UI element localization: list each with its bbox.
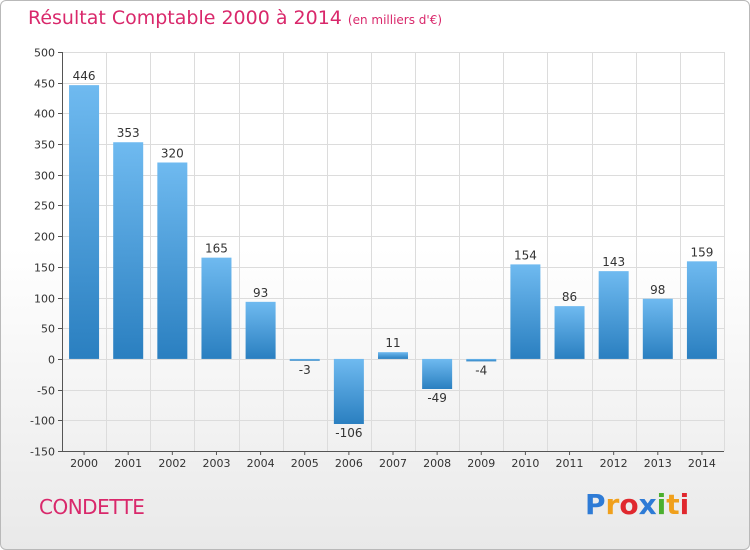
data-label: 320: [161, 146, 184, 160]
x-tick-label: 2000: [70, 457, 98, 470]
bar: [642, 298, 673, 359]
bar: [69, 85, 100, 359]
x-tick-label: 2008: [423, 457, 451, 470]
data-label: -106: [335, 426, 362, 440]
x-tick-label: 2009: [467, 457, 495, 470]
data-label: -4: [475, 363, 487, 377]
x-tick-label: 2004: [247, 457, 275, 470]
x-tick-label: 2003: [202, 457, 230, 470]
data-label: 353: [117, 126, 140, 140]
y-tick-label: 450: [34, 78, 55, 91]
data-label: 165: [205, 242, 228, 256]
y-tick-label: 350: [34, 139, 55, 152]
bar: [422, 358, 453, 390]
bar: [378, 352, 408, 359]
bars: [69, 85, 717, 424]
data-label: 154: [514, 248, 537, 262]
bar: [554, 306, 585, 359]
logo-letter: P: [585, 488, 606, 521]
y-tick-label: 50: [41, 323, 55, 336]
data-label: 93: [253, 286, 268, 300]
bar: [113, 142, 144, 359]
logo-letter: o: [619, 488, 639, 521]
data-label: 86: [562, 290, 577, 304]
bar: [245, 301, 276, 359]
bar: [289, 358, 320, 361]
chart-title-text: Résultat Comptable 2000 à 2014: [28, 7, 342, 29]
x-tick-label: 2010: [511, 457, 539, 470]
data-label: -3: [299, 363, 311, 377]
chart-title: Résultat Comptable 2000 à 2014 (en millie…: [28, 7, 442, 29]
data-label: 98: [650, 283, 665, 297]
logo-letter: i: [656, 488, 667, 521]
x-tick-label: 2012: [600, 457, 628, 470]
bar: [466, 358, 497, 362]
y-tick-label: 500: [34, 47, 55, 60]
bar: [201, 257, 232, 359]
x-tick-label: 2013: [644, 457, 672, 470]
y-tick-label: 300: [34, 170, 55, 183]
y-tick-label: 100: [34, 293, 55, 306]
logo-letter: x: [638, 488, 657, 521]
logo-letter: t: [666, 488, 680, 521]
bar: [510, 264, 541, 359]
bar: [686, 261, 717, 359]
data-label: 11: [385, 336, 400, 350]
city-name: CONDETTE: [39, 495, 145, 519]
data-label: 159: [690, 245, 713, 259]
data-label: 446: [73, 69, 96, 83]
bar: [598, 271, 629, 359]
x-tick-label: 2001: [114, 457, 142, 470]
bar: [333, 358, 364, 424]
axes: 500450400350300250200150100500-50-100-15…: [30, 47, 724, 470]
data-label: 143: [602, 255, 625, 269]
y-tick-label: -100: [30, 415, 55, 428]
logo-letter: i: [679, 488, 690, 521]
x-tick-label: 2005: [291, 457, 319, 470]
y-tick-label: 200: [34, 231, 55, 244]
y-tick-label: 0: [48, 354, 55, 367]
chart-subtitle: (en milliers d'€): [347, 13, 443, 27]
y-tick-label: 150: [34, 262, 55, 275]
x-tick-label: 2014: [688, 457, 716, 470]
y-tick-label: 400: [34, 108, 55, 121]
y-tick-label: -50: [37, 385, 55, 398]
proxiti-logo[interactable]: Proxiti: [585, 488, 689, 521]
x-tick-label: 2002: [158, 457, 186, 470]
logo-letter: r: [605, 488, 620, 521]
data-label: -49: [427, 391, 447, 405]
x-tick-label: 2007: [379, 457, 407, 470]
x-tick-label: 2011: [556, 457, 584, 470]
x-tick-label: 2006: [335, 457, 363, 470]
y-tick-label: 250: [34, 200, 55, 213]
labels: 446 353 320 165 93 -3 -106 11 -49 -4 154 86 143 98 159: [73, 69, 714, 440]
y-tick-label: -150: [30, 446, 55, 459]
bar: [157, 162, 188, 359]
